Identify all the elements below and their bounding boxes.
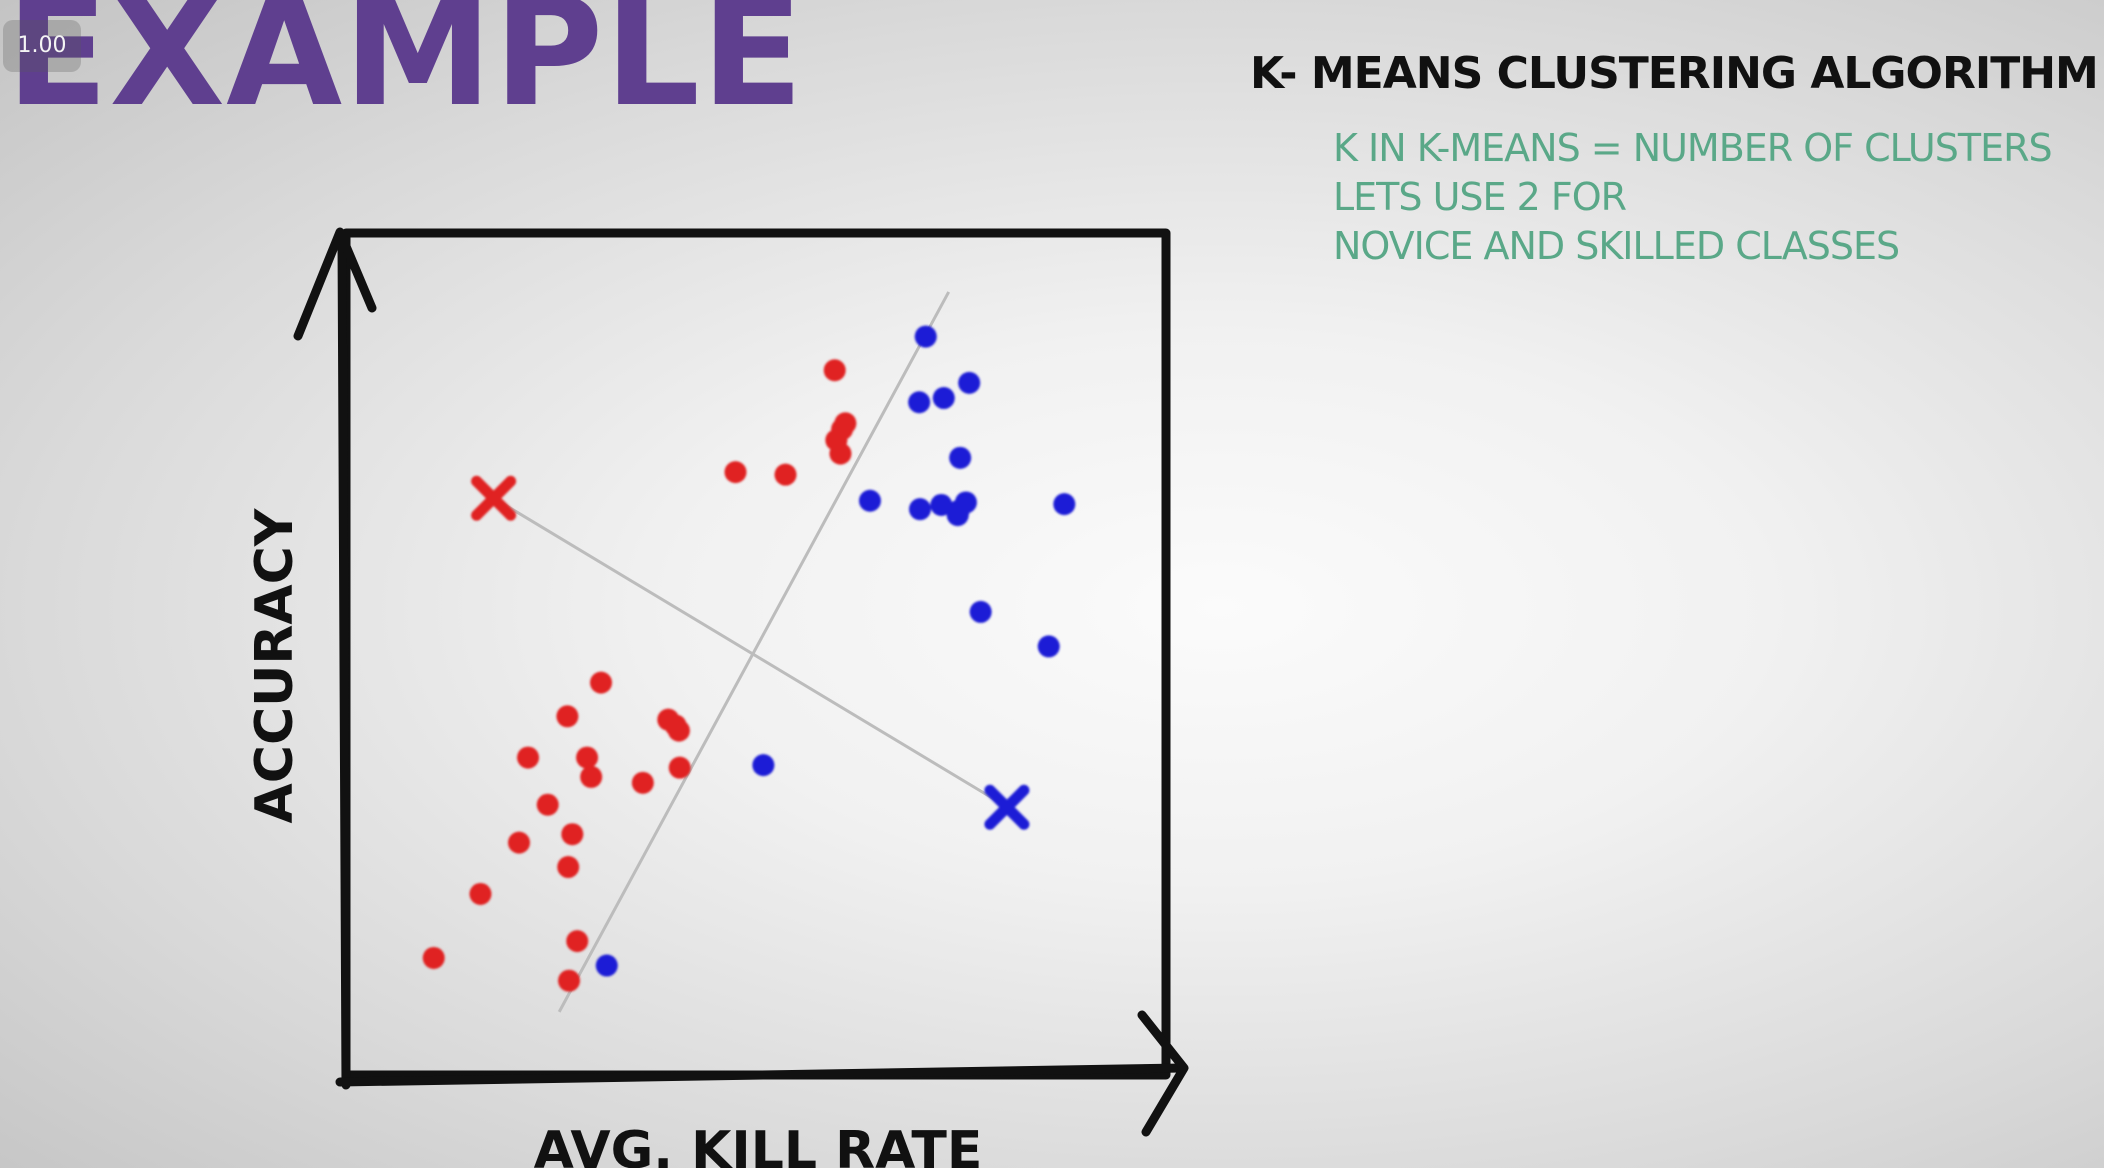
red-data-point (829, 442, 852, 465)
red-data-point (508, 831, 531, 854)
blue-data-point (932, 387, 955, 410)
note-line-use-two: LETS USE 2 FOR (1333, 175, 1627, 219)
red-centroid-x-icon (471, 475, 517, 521)
centroid-connector-line (490, 495, 1003, 806)
slide-title: EXAMPLE (6, 0, 805, 140)
blue-centroid-x-icon (984, 784, 1030, 830)
blue-data-point (908, 391, 931, 414)
red-data-point (834, 412, 857, 435)
red-data-point (576, 746, 599, 769)
red-data-point (590, 671, 613, 694)
blue-data-point (949, 446, 972, 469)
x-axis-line (335, 1063, 1187, 1087)
blue-data-point (946, 504, 969, 527)
blue-data-point (858, 489, 881, 512)
x-axis-arrow (335, 1010, 1189, 1137)
blue-data-point (595, 954, 618, 977)
x-axis-arrowhead-icon (1137, 1010, 1189, 1137)
red-data-point (557, 856, 580, 879)
red-data-point (561, 823, 584, 846)
data-points (422, 325, 1076, 992)
blue-data-point (930, 493, 953, 516)
red-data-point (668, 756, 691, 779)
red-data-point (536, 793, 559, 816)
red-data-point (558, 969, 581, 992)
red-data-point (566, 930, 589, 953)
red-data-point (631, 771, 654, 794)
y-axis-arrowhead-icon (293, 227, 377, 341)
red-data-point (556, 705, 579, 728)
blue-data-point (752, 754, 775, 777)
y-axis-line (337, 233, 351, 1090)
blue-data-point (1037, 635, 1060, 658)
red-data-point (823, 359, 846, 382)
decision-boundary-line (557, 291, 951, 1013)
red-data-point (667, 719, 690, 742)
note-line-k-definition: K IN K-MEANS = NUMBER OF CLUSTERS (1333, 126, 2053, 170)
centroids (471, 475, 1030, 830)
guide-lines (490, 291, 1003, 1013)
red-data-point (774, 463, 797, 486)
slide-subtitle: K- MEANS CLUSTERING ALGORITHM (1250, 48, 2099, 99)
blue-data-point (914, 325, 937, 348)
blue-data-point (958, 371, 981, 394)
note-line-classes: NOVICE AND SKILLED CLASSES (1333, 224, 1900, 268)
blue-data-point (969, 600, 992, 623)
notes-block: K IN K-MEANS = NUMBER OF CLUSTERS LETS U… (1333, 124, 2053, 271)
y-axis-arrow (293, 227, 377, 1090)
playback-speed-badge[interactable]: 1.00 (3, 20, 81, 72)
x-axis-label: AVG. KILL RATE (534, 1121, 983, 1168)
red-data-point (469, 882, 492, 905)
y-axis-label: ACCURACY (245, 507, 305, 823)
blue-data-point (909, 498, 931, 521)
blue-data-point (1053, 493, 1076, 516)
red-data-point (517, 746, 540, 769)
red-data-point (422, 946, 445, 969)
red-data-point (724, 461, 747, 484)
red-data-point (580, 765, 603, 788)
